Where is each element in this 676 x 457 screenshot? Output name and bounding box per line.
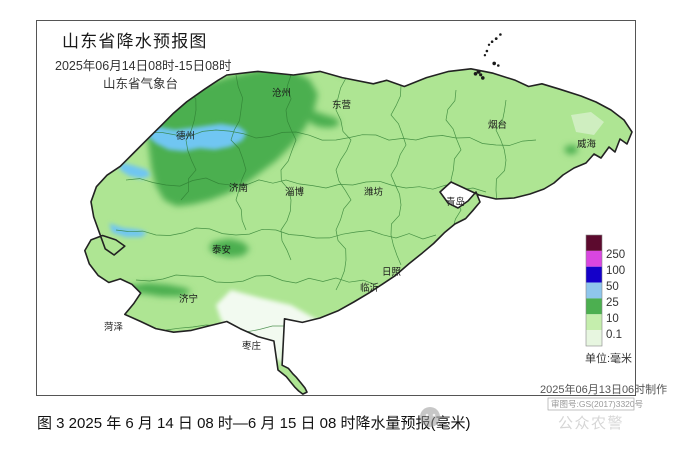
svg-text:烟台: 烟台 [488,119,507,131]
svg-text:审图号:GS(2017)3320号: 审图号:GS(2017)3320号 [551,399,643,409]
svg-text:潍坊: 潍坊 [364,186,384,198]
svg-text:沧州: 沧州 [272,87,291,99]
svg-text:淄博: 淄博 [285,186,305,198]
svg-text:泰安: 泰安 [212,244,231,256]
svg-text:济南: 济南 [229,182,248,194]
svg-text:威海: 威海 [577,138,597,150]
svg-text:枣庄: 枣庄 [242,340,262,352]
svg-text:菏泽: 菏泽 [104,322,124,333]
svg-text:德州: 德州 [176,130,195,142]
svg-text:东营: 东营 [332,99,351,111]
svg-text:济宁: 济宁 [179,293,198,305]
